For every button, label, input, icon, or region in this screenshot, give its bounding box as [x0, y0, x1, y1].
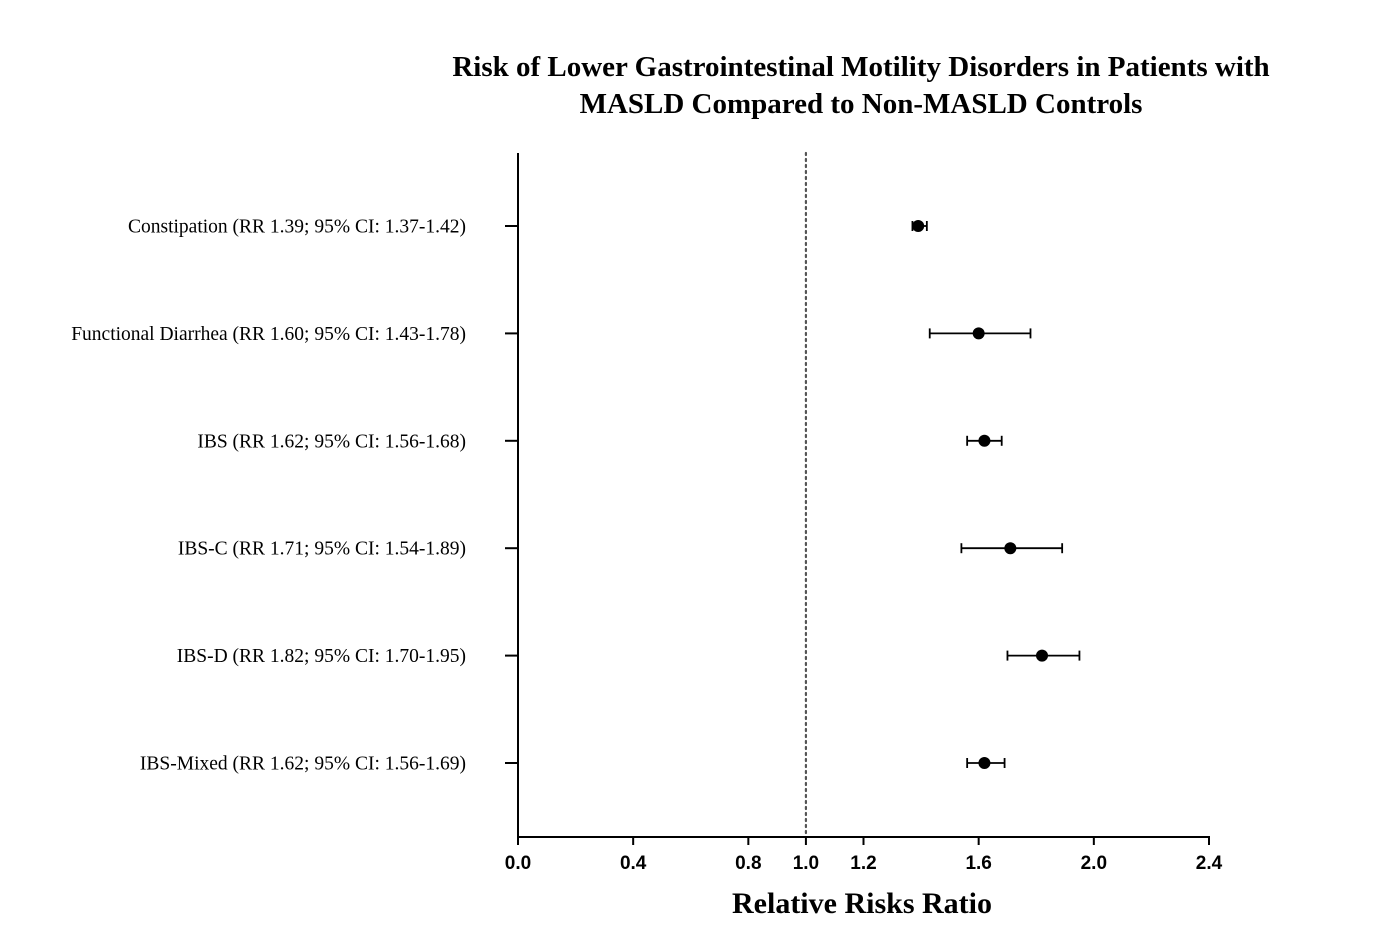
- rr-point: [912, 220, 925, 232]
- x-tick-label: 0.0: [505, 853, 531, 874]
- chart-title: Risk of Lower Gastrointestinal Motility …: [452, 51, 1269, 120]
- row-label: Constipation (RR 1.39; 95% CI: 1.37-1.42…: [128, 217, 466, 238]
- x-tick-label: 0.8: [735, 853, 761, 874]
- row-label: IBS-C (RR 1.71; 95% CI: 1.54-1.89): [178, 539, 466, 560]
- row-label: IBS-Mixed (RR 1.62; 95% CI: 1.56-1.69): [140, 754, 466, 775]
- rr-point: [1036, 649, 1049, 662]
- x-tick-label: 1.6: [965, 853, 991, 874]
- rr-point: [1004, 542, 1017, 555]
- row-label: IBS-D (RR 1.82; 95% CI: 1.70-1.95): [177, 646, 466, 667]
- x-tick-label: 1.2: [850, 853, 876, 874]
- plot-area: 0.0 0.4 0.8 1.0 1.2 1.6 2.0 2.4 Constipation (RR…: [71, 151, 1223, 874]
- x-tick-label: 0.4: [620, 853, 647, 874]
- x-axis-title: Relative Risks Ratio: [732, 887, 992, 920]
- rr-point: [972, 327, 985, 340]
- row-label: Functional Diarrhea (RR 1.60; 95% CI: 1.…: [71, 324, 466, 345]
- rr-point: [978, 757, 991, 769]
- chart-title-line-1: Risk of Lower Gastrointestinal Motility …: [452, 51, 1269, 83]
- x-tick-label: 2.0: [1081, 853, 1107, 874]
- x-tick-label: 2.4: [1196, 853, 1223, 874]
- x-tick-label: 1.0: [793, 853, 819, 874]
- chart-title-line-2: MASLD Compared to Non-MASLD Controls: [580, 88, 1143, 120]
- row-label: IBS (RR 1.62; 95% CI: 1.56-1.68): [197, 431, 466, 452]
- rr-point: [978, 434, 991, 447]
